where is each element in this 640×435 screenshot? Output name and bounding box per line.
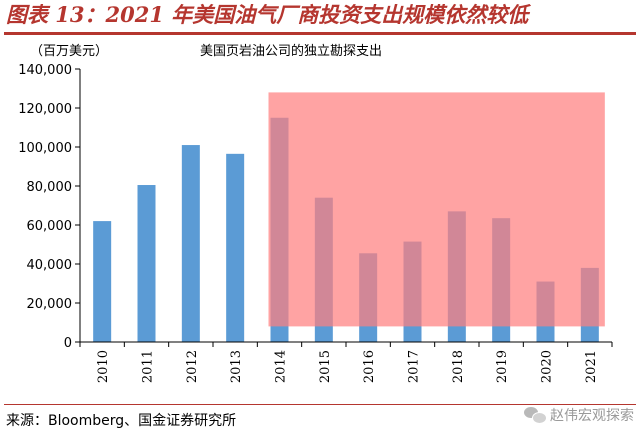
source-note: 来源：Bloomberg、国金证券研究所 [6, 413, 237, 429]
bottom-rule [4, 404, 636, 405]
x-tick-label: 2011 [141, 350, 156, 383]
highlight-layer [268, 92, 605, 327]
x-tick-label: 2013 [229, 350, 244, 383]
x-tick-label: 2020 [540, 350, 555, 383]
x-tick-label: 2018 [451, 350, 466, 383]
y-tick-label: 20,000 [27, 297, 73, 312]
chart-title: 美国页岩油公司的独立勘探支出 [200, 44, 383, 59]
watermark: 赵伟宏观探索 [524, 402, 634, 428]
y-tick-label: 100,000 [18, 141, 72, 156]
wechat-icon [524, 406, 547, 424]
x-tick-label: 2019 [495, 350, 510, 383]
x-ticks-layer: 2010 2011 2012 2013 2014 2015 2016 2017 2018 2019… [79, 342, 613, 383]
bar-2012 [181, 145, 200, 342]
y-axis-unit-label: （百万美元） [30, 44, 109, 59]
watermark-text: 赵伟宏观探索 [550, 408, 634, 424]
x-tick-label: 2014 [274, 350, 289, 383]
bar-2010 [93, 221, 112, 342]
highlight-region [268, 92, 605, 327]
y-tick-label: 0 [64, 336, 72, 351]
x-tick-label: 2012 [185, 350, 200, 383]
x-tick-label: 2010 [96, 350, 111, 383]
y-tick-label: 60,000 [27, 219, 73, 234]
bar-2011 [137, 185, 156, 342]
y-tick-label: 120,000 [18, 102, 72, 117]
x-tick-label: 2016 [362, 350, 377, 383]
title-rule [4, 32, 636, 35]
bar-chart: 0 20,000 40,000 60,000 80,000 100,000 120,000 1… [18, 63, 613, 383]
x-tick-label: 2017 [407, 350, 422, 383]
y-tick-label: 40,000 [27, 258, 73, 273]
x-tick-label: 2015 [318, 350, 333, 383]
y-ticks-layer: 0 20,000 40,000 60,000 80,000 100,000 120,000 1… [18, 63, 80, 351]
y-tick-label: 140,000 [18, 63, 72, 78]
x-tick-label: 2021 [584, 350, 599, 383]
bar-2013 [226, 153, 245, 342]
figure-title: 图表 13：2021 年美国油气厂商投资支出规模依然较低 [6, 2, 529, 27]
y-tick-label: 80,000 [27, 180, 73, 195]
